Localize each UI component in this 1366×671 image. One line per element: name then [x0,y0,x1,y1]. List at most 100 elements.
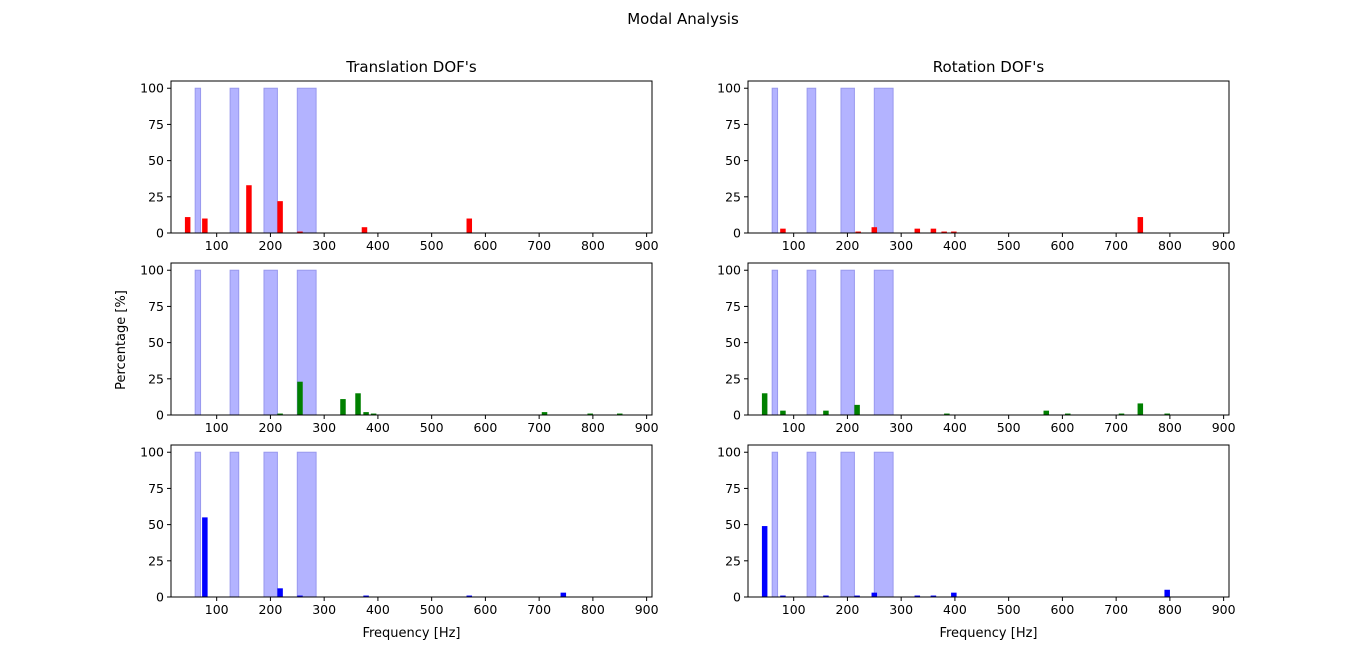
xtick-label-2: 300 [889,602,913,617]
xtick-label-2: 300 [312,238,336,253]
ytick-label-4: 100 [140,445,164,460]
bar-0 [184,217,191,233]
bar-6 [541,412,548,415]
xtick-label-5: 600 [473,238,497,253]
bar-2 [823,410,829,415]
xtick-label-5: 600 [1050,420,1074,435]
xtick-label-0: 100 [782,602,806,617]
xtick-label-7: 800 [581,420,605,435]
ytick-label-2: 50 [725,335,741,350]
bar-6 [951,231,957,233]
ytick-label-0: 0 [156,226,164,241]
ytick-label-0: 0 [733,408,741,423]
xtick-label-1: 200 [835,602,859,617]
xtick-label-0: 100 [205,238,229,253]
band-2 [840,87,855,234]
ytick-label-1: 25 [725,553,741,568]
ytick-label-0: 0 [733,590,741,605]
xtick-label-4: 500 [420,602,444,617]
xtick-label-4: 500 [997,602,1021,617]
ytick-label-2: 50 [148,517,164,532]
xtick-label-1: 200 [258,602,282,617]
xtick-label-1: 200 [258,420,282,435]
bar-4 [466,595,473,597]
band-2 [840,451,855,598]
xtick-label-4: 500 [420,238,444,253]
bar-0 [761,393,768,415]
bar-3 [914,228,921,233]
band-1 [806,87,817,234]
xtick-label-2: 300 [312,420,336,435]
bar-2 [871,227,878,233]
band-0 [194,87,202,234]
bar-4 [871,592,878,597]
band-3 [873,87,894,234]
ytick-label-4: 100 [140,263,164,278]
ytick-label-1: 25 [148,553,164,568]
bar-6 [930,595,937,597]
ytick-label-0: 0 [156,590,164,605]
band-2 [840,269,855,416]
xtick-label-7: 800 [581,238,605,253]
axes-frame [747,444,1230,598]
xtick-label-2: 300 [889,238,913,253]
xtick-label-3: 400 [366,602,390,617]
figure-title: Modal Analysis [627,10,739,28]
xtick-label-8: 900 [1212,420,1236,435]
figure-ylabel: Percentage [%] [114,290,129,390]
bar-0 [780,228,786,233]
panels: 100 200 300 400 500 600 700 800 9000255075100Tra… [140,58,1235,641]
ytick-label-2: 50 [148,335,164,350]
xtick-label-8: 900 [635,420,659,435]
band-3 [873,269,894,416]
panel-title: Rotation DOF's [933,58,1045,76]
xtick-label-3: 400 [943,602,967,617]
ytick-label-4: 100 [140,81,164,96]
bar-3 [854,404,860,415]
bar-1 [202,218,208,233]
bar-2 [297,595,303,597]
xtick-label-8: 900 [1212,602,1236,617]
band-0 [771,269,779,416]
ytick-label-1: 25 [148,371,164,386]
axes-frame [170,80,653,234]
bar-5 [361,227,368,233]
ytick-label-2: 50 [725,517,741,532]
ytick-label-4: 100 [717,445,741,460]
xtick-label-5: 600 [473,420,497,435]
band-2 [263,87,278,234]
bar-1 [855,231,861,233]
ytick-label-3: 75 [725,117,741,132]
band-1 [229,87,240,234]
bar-0 [761,526,768,597]
bar-7 [587,413,593,415]
xtick-label-6: 700 [1104,420,1128,435]
bar-5 [941,231,947,233]
xtick-label-3: 400 [943,238,967,253]
band-1 [806,269,817,416]
bar-5 [1043,410,1050,415]
ytick-label-3: 75 [148,299,164,314]
bar-6 [466,218,473,233]
xtick-label-5: 600 [1050,602,1074,617]
xtick-label-7: 800 [1158,420,1182,435]
bar-3 [355,393,361,415]
bar-0 [277,413,283,415]
band-3 [296,87,317,234]
bar-8 [1137,403,1144,415]
ytick-label-3: 75 [148,481,164,496]
xtick-label-0: 100 [782,238,806,253]
bar-3 [277,201,283,233]
xtick-label-7: 800 [581,602,605,617]
ytick-label-1: 25 [725,371,741,386]
bar-4 [363,412,369,415]
xtick-label-4: 500 [997,238,1021,253]
xtick-label-4: 500 [997,420,1021,435]
bar-5 [560,592,567,597]
bar-1 [780,595,786,597]
ytick-label-2: 50 [148,153,164,168]
band-2 [263,451,278,598]
xtick-label-5: 600 [1050,238,1074,253]
ytick-label-3: 75 [725,299,741,314]
band-2 [263,269,278,416]
